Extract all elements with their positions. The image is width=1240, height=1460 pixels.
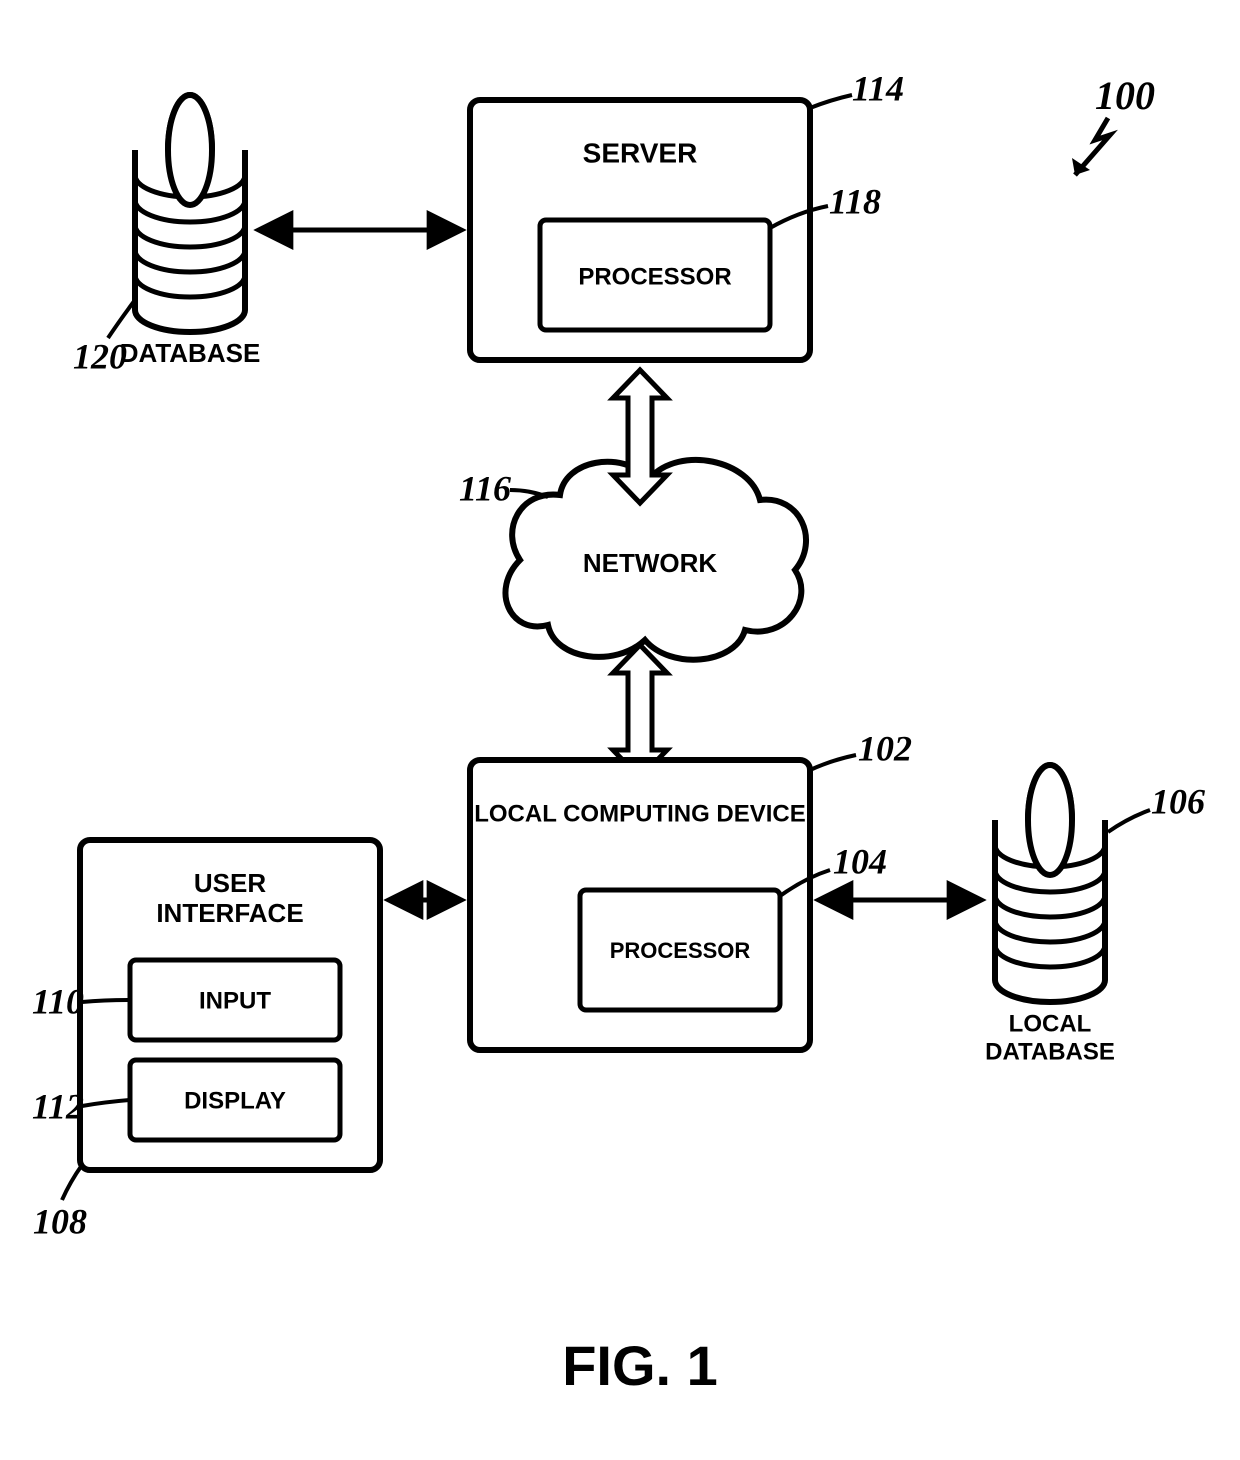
local-processor-label: PROCESSOR [610,938,751,963]
display-label: DISPLAY [184,1087,286,1114]
ref-120: 120 [73,336,127,376]
database-node: DATABASE 120 [73,95,260,376]
ref-100: 100 [1095,73,1155,118]
ref-116: 116 [459,468,511,508]
ref-112: 112 [32,1086,84,1126]
network-label: NETWORK [583,548,718,578]
user-interface-node: USER INTERFACE INPUT DISPLAY 108 110 112 [32,840,380,1241]
local-database-node: LOCAL DATABASE 106 [985,765,1205,1065]
system-diagram: SERVER PROCESSOR 118 114 DATABASE 120 [0,0,1240,1460]
ref-104: 104 [833,841,887,881]
ref-110: 110 [32,981,84,1021]
figure-caption: FIG. 1 [562,1334,718,1397]
ref-102: 102 [858,728,912,768]
local-device-label: LOCAL COMPUTING DEVICE [474,800,806,827]
local-database-label-1: LOCAL [1009,1010,1092,1037]
ui-label-2: INTERFACE [156,898,303,928]
input-label: INPUT [199,987,271,1014]
edge-server-network [613,370,667,503]
ui-label-1: USER [194,868,266,898]
server-node: SERVER PROCESSOR 118 114 [470,68,904,360]
system-ref: 100 [1072,73,1155,175]
database-label: DATABASE [120,338,261,368]
ref-114: 114 [852,68,904,108]
server-processor-label: PROCESSOR [578,263,731,290]
ref-106: 106 [1151,781,1205,821]
server-label: SERVER [583,137,698,168]
ref-118: 118 [829,181,881,221]
local-database-label-2: DATABASE [985,1038,1115,1065]
local-computing-device-node: LOCAL COMPUTING DEVICE PROCESSOR 102 104 [470,728,912,1050]
ref-108: 108 [33,1201,87,1241]
